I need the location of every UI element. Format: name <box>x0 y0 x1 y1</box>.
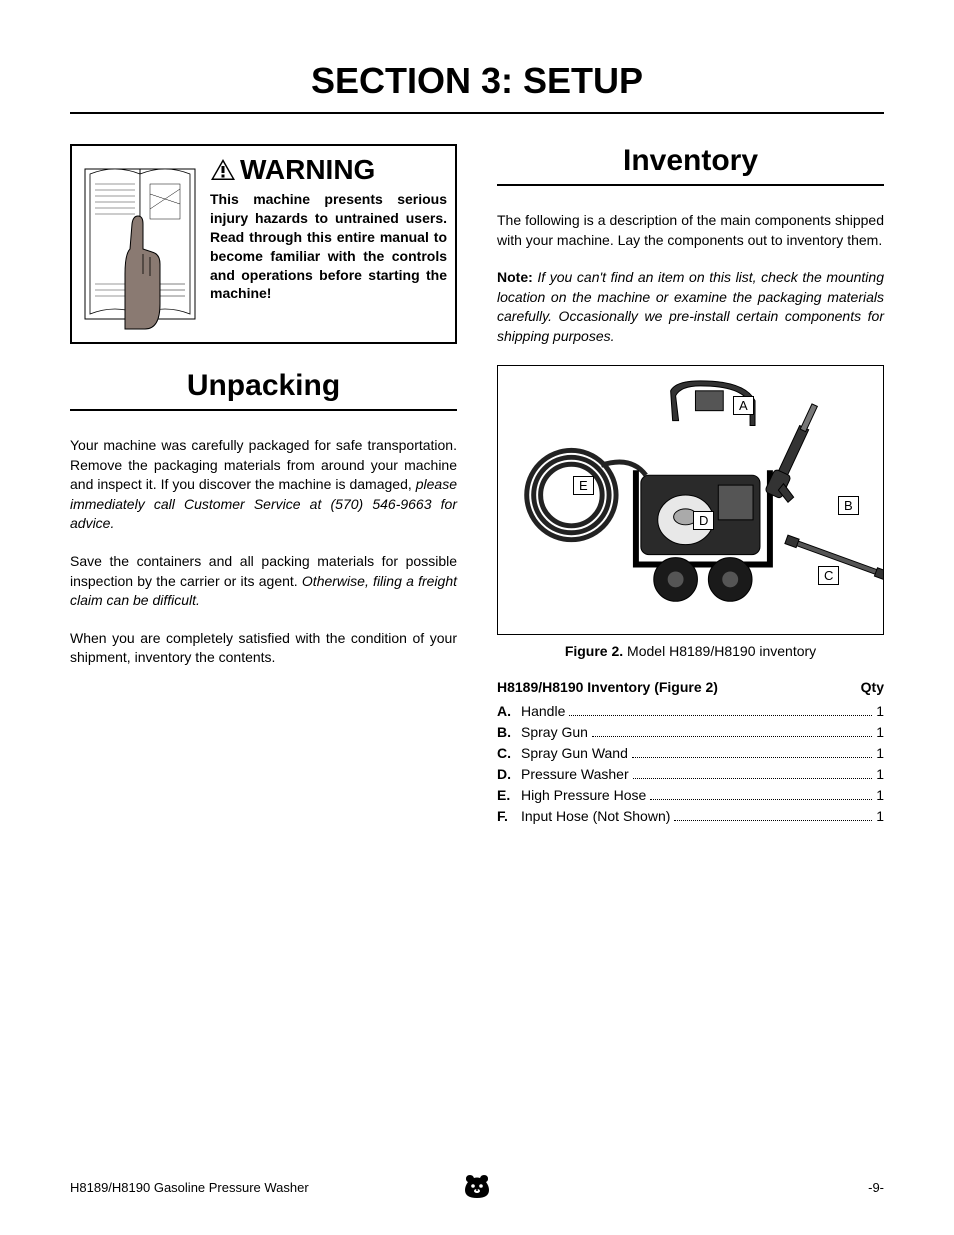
inventory-row: A.Handle 1 <box>497 701 884 722</box>
unpacking-p1-a: Your machine was carefully packaged for … <box>70 437 457 492</box>
inv-label: Pressure Washer <box>521 764 629 785</box>
callout-c: C <box>818 566 839 585</box>
left-column: WARNING This machine presents serious in… <box>70 144 457 827</box>
inventory-row: D.Pressure Washer 1 <box>497 764 884 785</box>
unpacking-heading: Unpacking <box>70 369 457 411</box>
inventory-heading: Inventory <box>497 144 884 186</box>
bear-logo-icon <box>462 1171 492 1201</box>
warning-header: WARNING <box>210 154 447 186</box>
inv-dots <box>632 757 872 758</box>
inventory-table-header: H8189/H8190 Inventory (Figure 2) Qty <box>497 679 884 695</box>
read-manual-icon <box>80 154 200 334</box>
right-column: Inventory The following is a description… <box>497 144 884 827</box>
inv-dots <box>569 715 872 716</box>
inventory-qty-header: Qty <box>861 679 884 695</box>
inv-letter: E. <box>497 785 521 806</box>
warning-triangle-icon <box>210 158 236 182</box>
unpacking-p2: Save the containers and all packing mate… <box>70 552 457 611</box>
manual-illustration <box>80 154 200 334</box>
warning-label: WARNING <box>240 154 375 186</box>
inventory-row: C.Spray Gun Wand 1 <box>497 743 884 764</box>
inv-label: Spray Gun Wand <box>521 743 628 764</box>
inv-label: Input Hose (Not Shown) <box>521 806 670 827</box>
inv-dots <box>633 778 873 779</box>
footer-left: H8189/H8190 Gasoline Pressure Washer <box>70 1180 309 1195</box>
inv-letter: C. <box>497 743 521 764</box>
inventory-table-title: H8189/H8190 Inventory (Figure 2) <box>497 679 718 695</box>
inv-label: Handle <box>521 701 565 722</box>
inv-dots <box>592 736 872 737</box>
inventory-row: B.Spray Gun 1 <box>497 722 884 743</box>
inventory-list: A.Handle1B.Spray Gun1C.Spray Gun Wand1D.… <box>497 701 884 827</box>
inv-label: Spray Gun <box>521 722 588 743</box>
inventory-p1: The following is a description of the ma… <box>497 211 884 250</box>
page-footer: H8189/H8190 Gasoline Pressure Washer -9- <box>70 1180 884 1195</box>
section-title: SECTION 3: SETUP <box>70 60 884 114</box>
inventory-row: F.Input Hose (Not Shown) 1 <box>497 806 884 827</box>
figure-caption-bold: Figure 2. <box>565 643 623 659</box>
inventory-row: E.High Pressure Hose 1 <box>497 785 884 806</box>
unpacking-p1: Your machine was carefully packaged for … <box>70 436 457 534</box>
warning-box: WARNING This machine presents serious in… <box>70 144 457 344</box>
figure-2-box: A B C D E <box>497 365 884 635</box>
note-label: Note: <box>497 269 533 285</box>
inv-qty: 1 <box>876 764 884 785</box>
inv-letter: F. <box>497 806 521 827</box>
inventory-note: Note: If you can't find an item on this … <box>497 268 884 346</box>
figure-caption-rest: Model H8189/H8190 inventory <box>623 643 816 659</box>
note-body: If you can't find an item on this list, … <box>497 269 884 344</box>
inv-qty: 1 <box>876 743 884 764</box>
warning-text-block: WARNING This machine presents serious in… <box>210 154 447 334</box>
inv-letter: B. <box>497 722 521 743</box>
inv-letter: D. <box>497 764 521 785</box>
callout-d: D <box>693 511 714 530</box>
inv-qty: 1 <box>876 806 884 827</box>
inv-letter: A. <box>497 701 521 722</box>
warning-body-text: This machine presents serious injury haz… <box>210 190 447 303</box>
footer-logo <box>462 1171 492 1204</box>
inv-qty: 1 <box>876 701 884 722</box>
inventory-figure-svg <box>498 366 883 634</box>
footer-page-number: -9- <box>868 1180 884 1195</box>
unpacking-p3: When you are completely satisfied with t… <box>70 629 457 668</box>
callout-b: B <box>838 496 859 515</box>
inv-dots <box>674 820 872 821</box>
callout-e: E <box>573 476 594 495</box>
callout-a: A <box>733 396 754 415</box>
figure-caption: Figure 2. Model H8189/H8190 inventory <box>497 643 884 659</box>
inv-label: High Pressure Hose <box>521 785 646 806</box>
inv-dots <box>650 799 872 800</box>
inv-qty: 1 <box>876 785 884 806</box>
inv-qty: 1 <box>876 722 884 743</box>
two-column-layout: WARNING This machine presents serious in… <box>70 144 884 827</box>
